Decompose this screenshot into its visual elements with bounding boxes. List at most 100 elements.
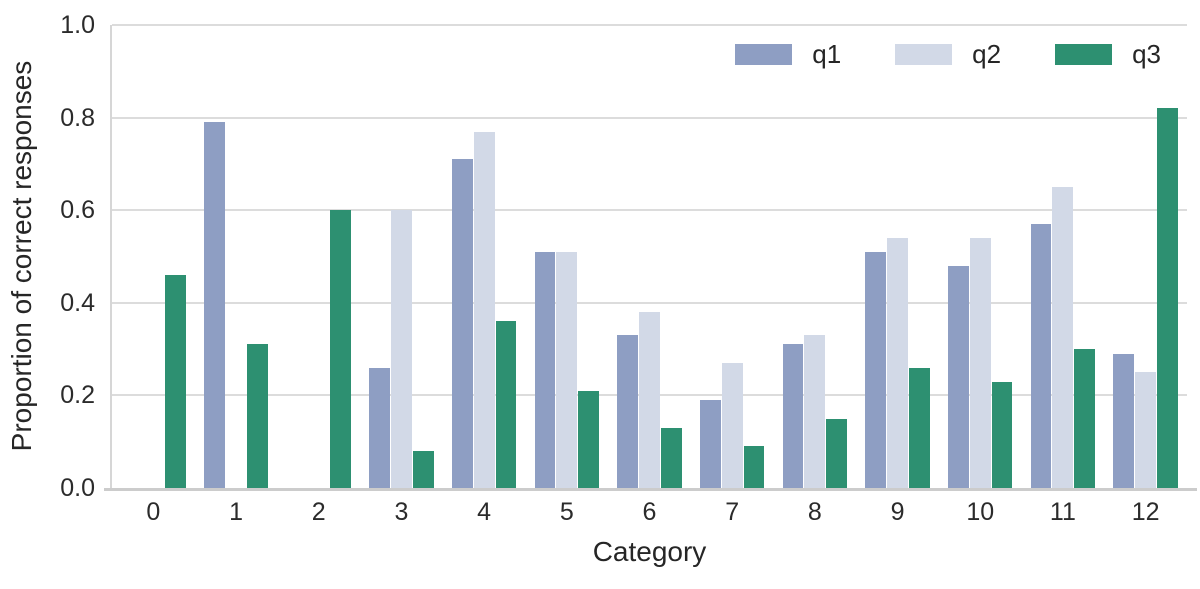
bar-q3-cat4 [495, 321, 517, 488]
bar-q1-cat5 [534, 251, 556, 488]
bar-slot-q3-cat4 [495, 25, 517, 488]
bar-slot-q3-cat3 [412, 25, 434, 488]
gridline-0.6 [112, 209, 1187, 212]
legend: q1 q2 q3 [735, 41, 1161, 67]
bar-q1-cat7 [699, 400, 721, 488]
y-tick-label-1.0: 1.0 [60, 11, 95, 39]
bar-q1-cat12 [1113, 353, 1135, 488]
gridline-0.8 [112, 116, 1187, 119]
x-tick-label-12: 12 [1131, 498, 1160, 526]
x-tick-label-6: 6 [642, 498, 657, 526]
bar-group-11 [1022, 25, 1105, 488]
bar-group-8 [774, 25, 857, 488]
x-tick-labels: 0 1 2 3 4 5 6 7 8 9 10 11 12 [112, 497, 1187, 527]
bar-slot-q1-cat6 [617, 25, 639, 488]
x-tick-label-7: 7 [725, 498, 740, 526]
y-tick-label-0.0: 0.0 [60, 474, 95, 502]
bar-q1-cat10 [947, 265, 969, 488]
bar-slot-q2-cat10 [969, 25, 991, 488]
bar-q2-cat10 [969, 237, 991, 488]
bar-group-5 [525, 25, 608, 488]
bar-slot-q3-cat7 [743, 25, 765, 488]
bar-q3-cat11 [1074, 349, 1096, 488]
bar-slot-q1-cat0 [121, 25, 143, 488]
bar-slot-q2-cat1 [225, 25, 247, 488]
bar-q3-cat3 [412, 450, 434, 488]
bar-group-10 [939, 25, 1022, 488]
bar-q2-cat11 [1052, 187, 1074, 488]
bar-q3-cat12 [1157, 108, 1178, 488]
bar-slot-q3-cat9 [908, 25, 930, 488]
bar-slot-q3-cat8 [826, 25, 848, 488]
x-tick-label-11: 11 [1049, 498, 1076, 526]
bar-q1-cat6 [617, 335, 639, 488]
x-tick-label-4: 4 [477, 498, 492, 526]
bar-group-3 [360, 25, 443, 488]
legend-label-q1: q1 [812, 39, 842, 69]
bar-q1-cat8 [782, 344, 804, 488]
legend-swatch-q2 [895, 43, 953, 65]
bar-q2-cat4 [473, 131, 495, 488]
y-tick-label-0.8: 0.8 [60, 103, 95, 132]
bar-q3-cat2 [330, 210, 351, 488]
bar-q1-cat11 [1030, 224, 1052, 488]
bar-slot-q1-cat1 [203, 25, 225, 488]
bar-q3-cat8 [826, 418, 848, 488]
bar-q3-cat9 [908, 367, 930, 488]
bar-q2-cat3 [390, 210, 412, 488]
bar-group-0 [112, 25, 195, 488]
bar-slot-q1-cat3 [369, 25, 391, 488]
bar-q2-cat12 [1135, 372, 1156, 488]
bar-group-4 [443, 25, 526, 488]
bar-slot-q1-cat9 [865, 25, 887, 488]
bar-q2-cat8 [804, 335, 826, 488]
bar-slot-q3-cat1 [247, 25, 269, 488]
bar-slot-q1-cat7 [699, 25, 721, 488]
x-tick-label-2: 2 [311, 498, 326, 526]
bar-slot-q3-cat2 [330, 25, 352, 488]
bar-slot-q1-cat10 [947, 25, 969, 488]
x-tick-label-3: 3 [394, 498, 409, 526]
bar-slot-q1-cat5 [534, 25, 556, 488]
bar-slot-q3-cat6 [660, 25, 682, 488]
bar-slot-q3-cat11 [1074, 25, 1096, 488]
x-axis-label: Category [592, 536, 707, 567]
y-tick-label-0.4: 0.4 [60, 288, 95, 317]
bar-q1-cat1 [203, 122, 225, 488]
bar-slot-q1-cat11 [1030, 25, 1052, 488]
legend-entry-q3: q3 [1055, 41, 1161, 67]
bar-q3-cat0 [164, 275, 186, 488]
legend-label-q3: q3 [1132, 39, 1161, 69]
x-tick-label-9: 9 [890, 498, 905, 526]
plot-area: q1 q2 q3 [104, 24, 1197, 491]
bar-slot-q2-cat5 [556, 25, 578, 488]
x-tick-label-0: 0 [146, 498, 161, 526]
bar-slot-q3-cat10 [991, 25, 1013, 488]
bar-q1-cat9 [865, 251, 887, 488]
bar-slot-q3-cat12 [1157, 25, 1179, 488]
x-tick-label-5: 5 [559, 498, 574, 526]
bar-slot-q1-cat12 [1113, 25, 1135, 488]
x-axis-line [104, 488, 1197, 491]
bar-q1-cat4 [451, 159, 473, 488]
bar-group-2 [277, 25, 360, 488]
bars-container [112, 25, 1187, 488]
bar-group-7 [691, 25, 774, 488]
bar-q2-cat6 [639, 312, 660, 488]
bar-slot-q1-cat4 [451, 25, 473, 488]
bar-q2-cat7 [721, 363, 743, 488]
bar-slot-q2-cat12 [1135, 25, 1157, 488]
bar-q3-cat5 [578, 390, 600, 488]
bar-slot-q1-cat2 [286, 25, 308, 488]
bar-group-6 [608, 25, 691, 488]
bar-slot-q1-cat8 [782, 25, 804, 488]
x-tick-label-10: 10 [966, 498, 995, 526]
bar-slot-q2-cat7 [721, 25, 743, 488]
bar-slot-q2-cat0 [142, 25, 164, 488]
bar-group-9 [856, 25, 939, 488]
bar-slot-q2-cat6 [639, 25, 661, 488]
legend-entry-q1: q1 [735, 41, 841, 67]
y-tick-labels: 0.0 0.2 0.4 0.6 0.8 1.0 [0, 11, 95, 502]
bar-slot-q2-cat9 [887, 25, 909, 488]
